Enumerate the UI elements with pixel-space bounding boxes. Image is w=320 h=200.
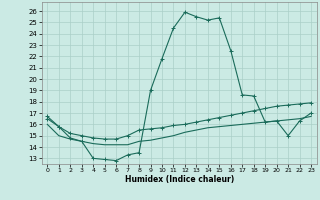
- X-axis label: Humidex (Indice chaleur): Humidex (Indice chaleur): [124, 175, 234, 184]
